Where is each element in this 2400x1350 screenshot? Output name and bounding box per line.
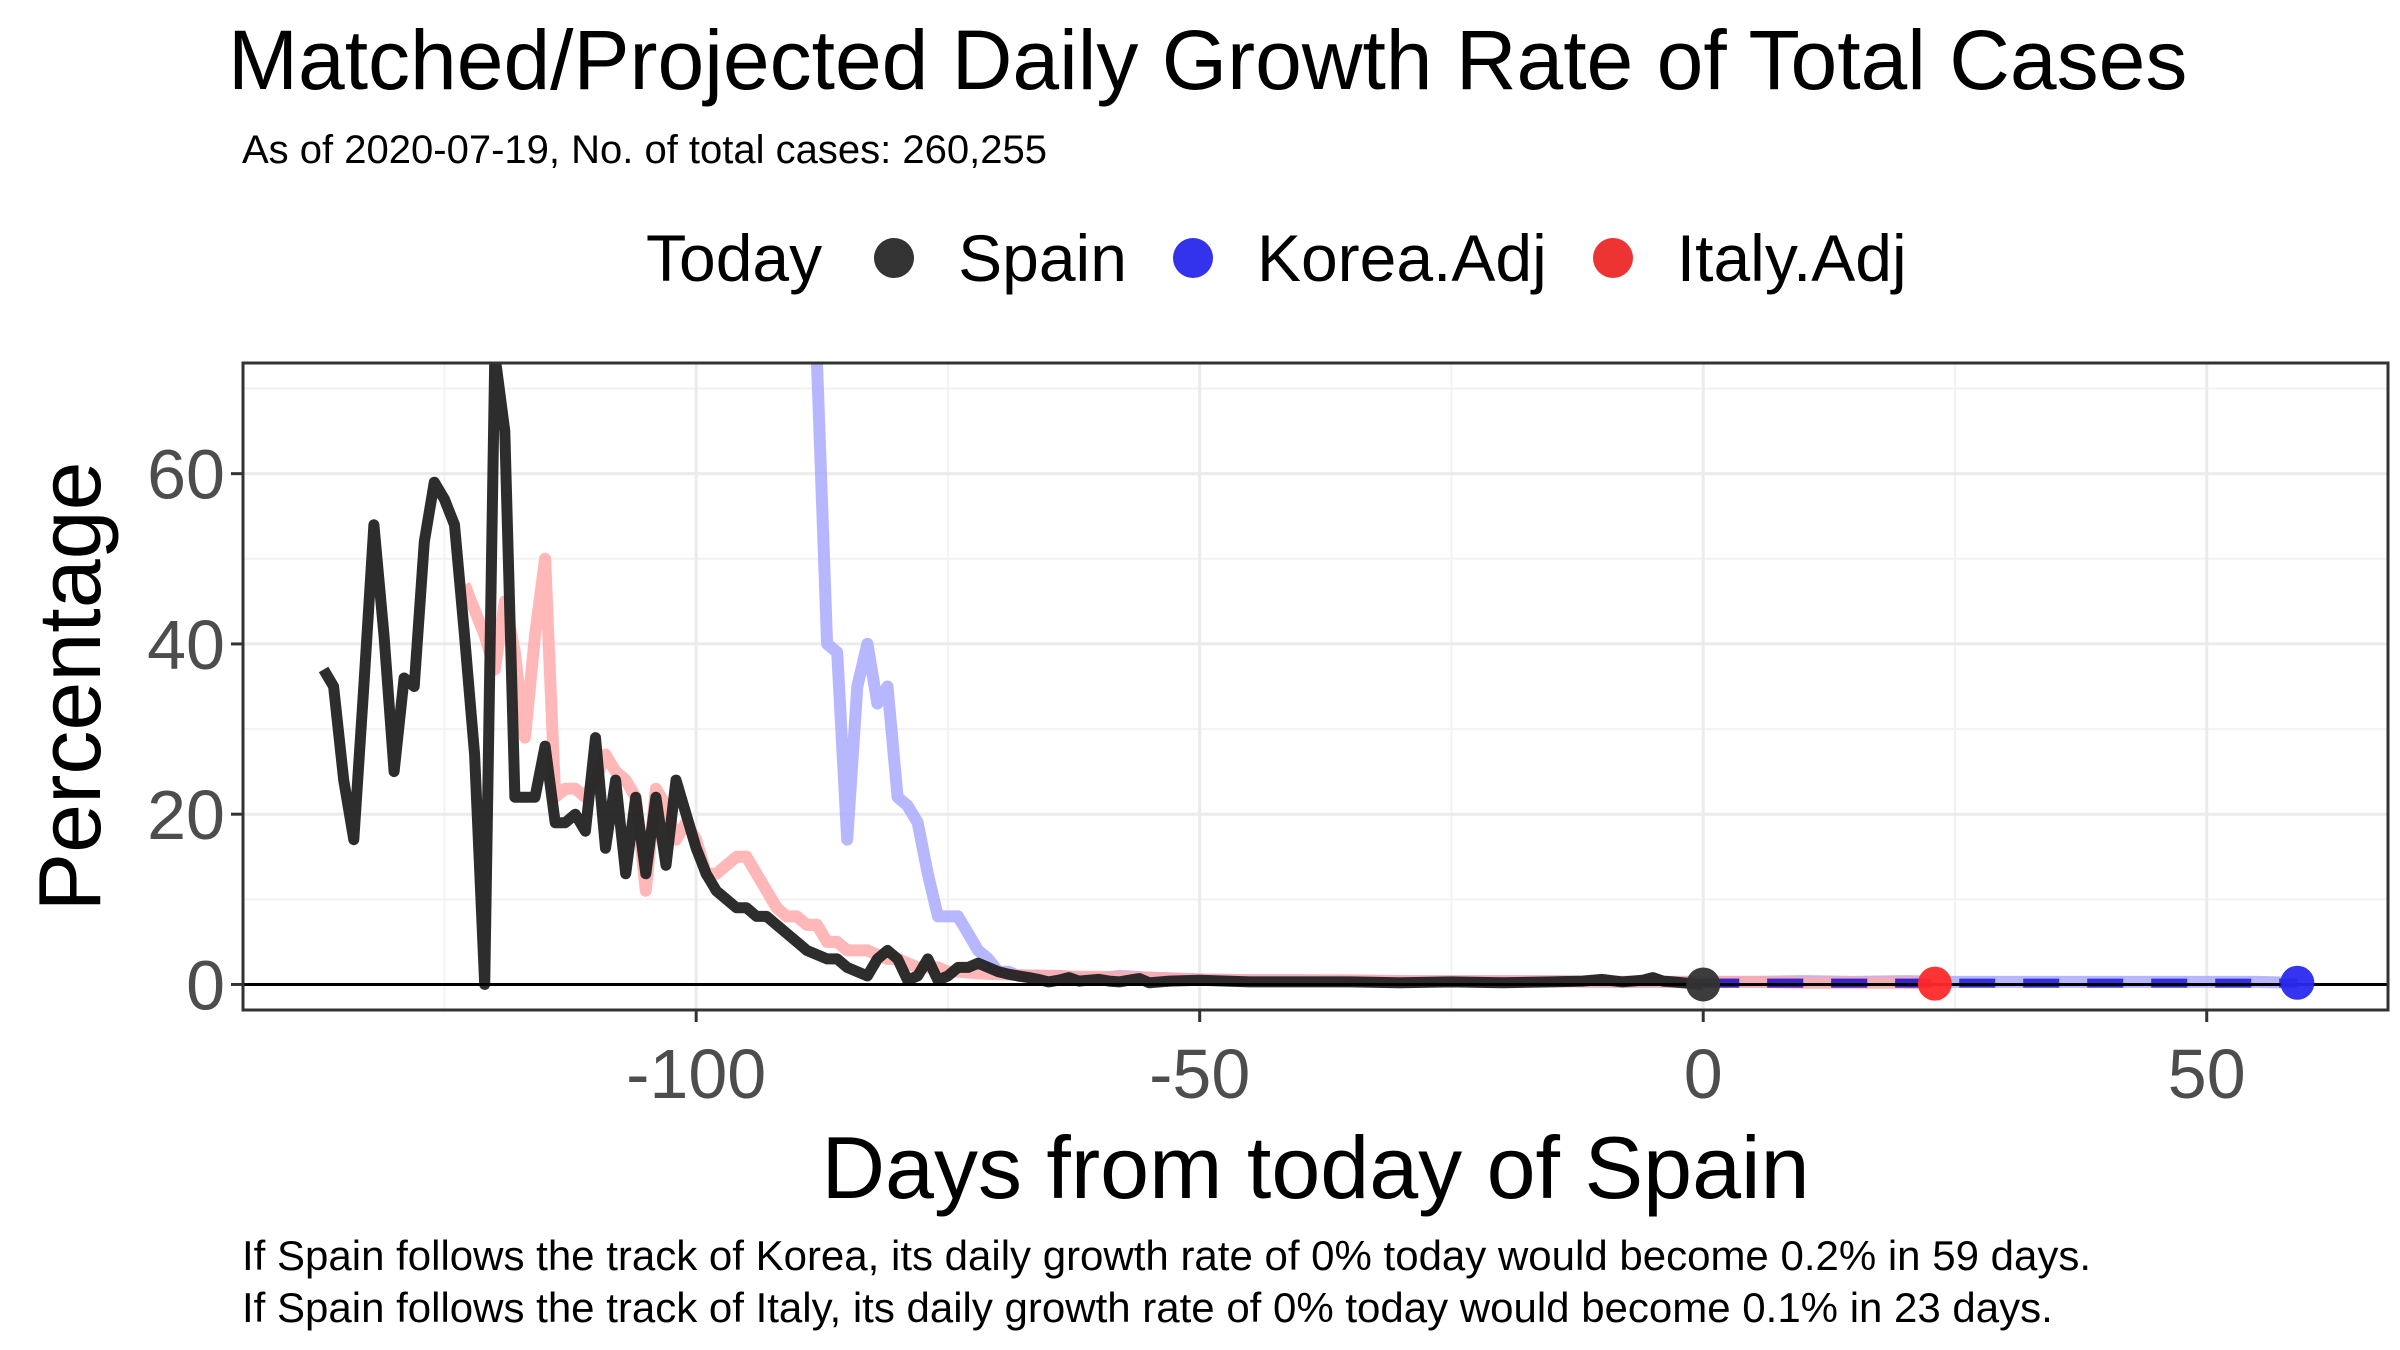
- y-tick-label: 60: [147, 436, 225, 514]
- legend: Today Spain Korea.Adj Italy.Adj: [646, 216, 1953, 300]
- legend-title: Today: [646, 221, 823, 295]
- caption-korea: If Spain follows the track of Korea, its…: [242, 1232, 2091, 1279]
- legend-label-korea: Korea.Adj: [1256, 221, 1547, 295]
- x-tick-label: 50: [2168, 1035, 2246, 1113]
- legend-item-spain: Spain: [874, 220, 1127, 296]
- marker-italy-adj: [1917, 966, 1952, 1001]
- x-axis-title: Days from today of Spain: [821, 1118, 1809, 1217]
- y-axis-title: Percentage: [20, 461, 119, 911]
- chart-title: Matched/Projected Daily Growth Rate of T…: [228, 13, 2188, 107]
- plot-border: [241, 361, 2390, 1012]
- legend-label-italy: Italy.Adj: [1676, 221, 1907, 295]
- legend-dot-korea: [1172, 238, 1213, 278]
- caption-italy: If Spain follows the track of Italy, its…: [242, 1284, 2053, 1331]
- y-tick-label: 40: [147, 606, 225, 684]
- series-line-korea-adj: [811, 363, 2298, 989]
- legend-dot-spain: [874, 238, 915, 278]
- legend-item-korea: Korea.Adj: [1172, 220, 1547, 296]
- legend-dot-italy: [1592, 238, 1633, 278]
- legend-item-italy: Italy.Adj: [1592, 220, 1907, 296]
- y-tick-label: 0: [186, 946, 225, 1024]
- series-line-spain: [318, 363, 1704, 990]
- chart-subtitle: As of 2020-07-19, No. of total cases: 26…: [242, 128, 1047, 172]
- marker-spain: [1686, 967, 1721, 1002]
- x-tick-label: -50: [1149, 1035, 1250, 1113]
- legend-label-spain: Spain: [958, 221, 1127, 295]
- y-tick-label: 20: [147, 776, 225, 854]
- x-tick-label: 0: [1684, 1035, 1723, 1113]
- x-tick-label: -100: [626, 1035, 766, 1113]
- plot-area: -100 -50 0 50 0 20 40 60 Days from today of Spai…: [20, 361, 2390, 1217]
- marker-korea-adj: [2280, 965, 2315, 1000]
